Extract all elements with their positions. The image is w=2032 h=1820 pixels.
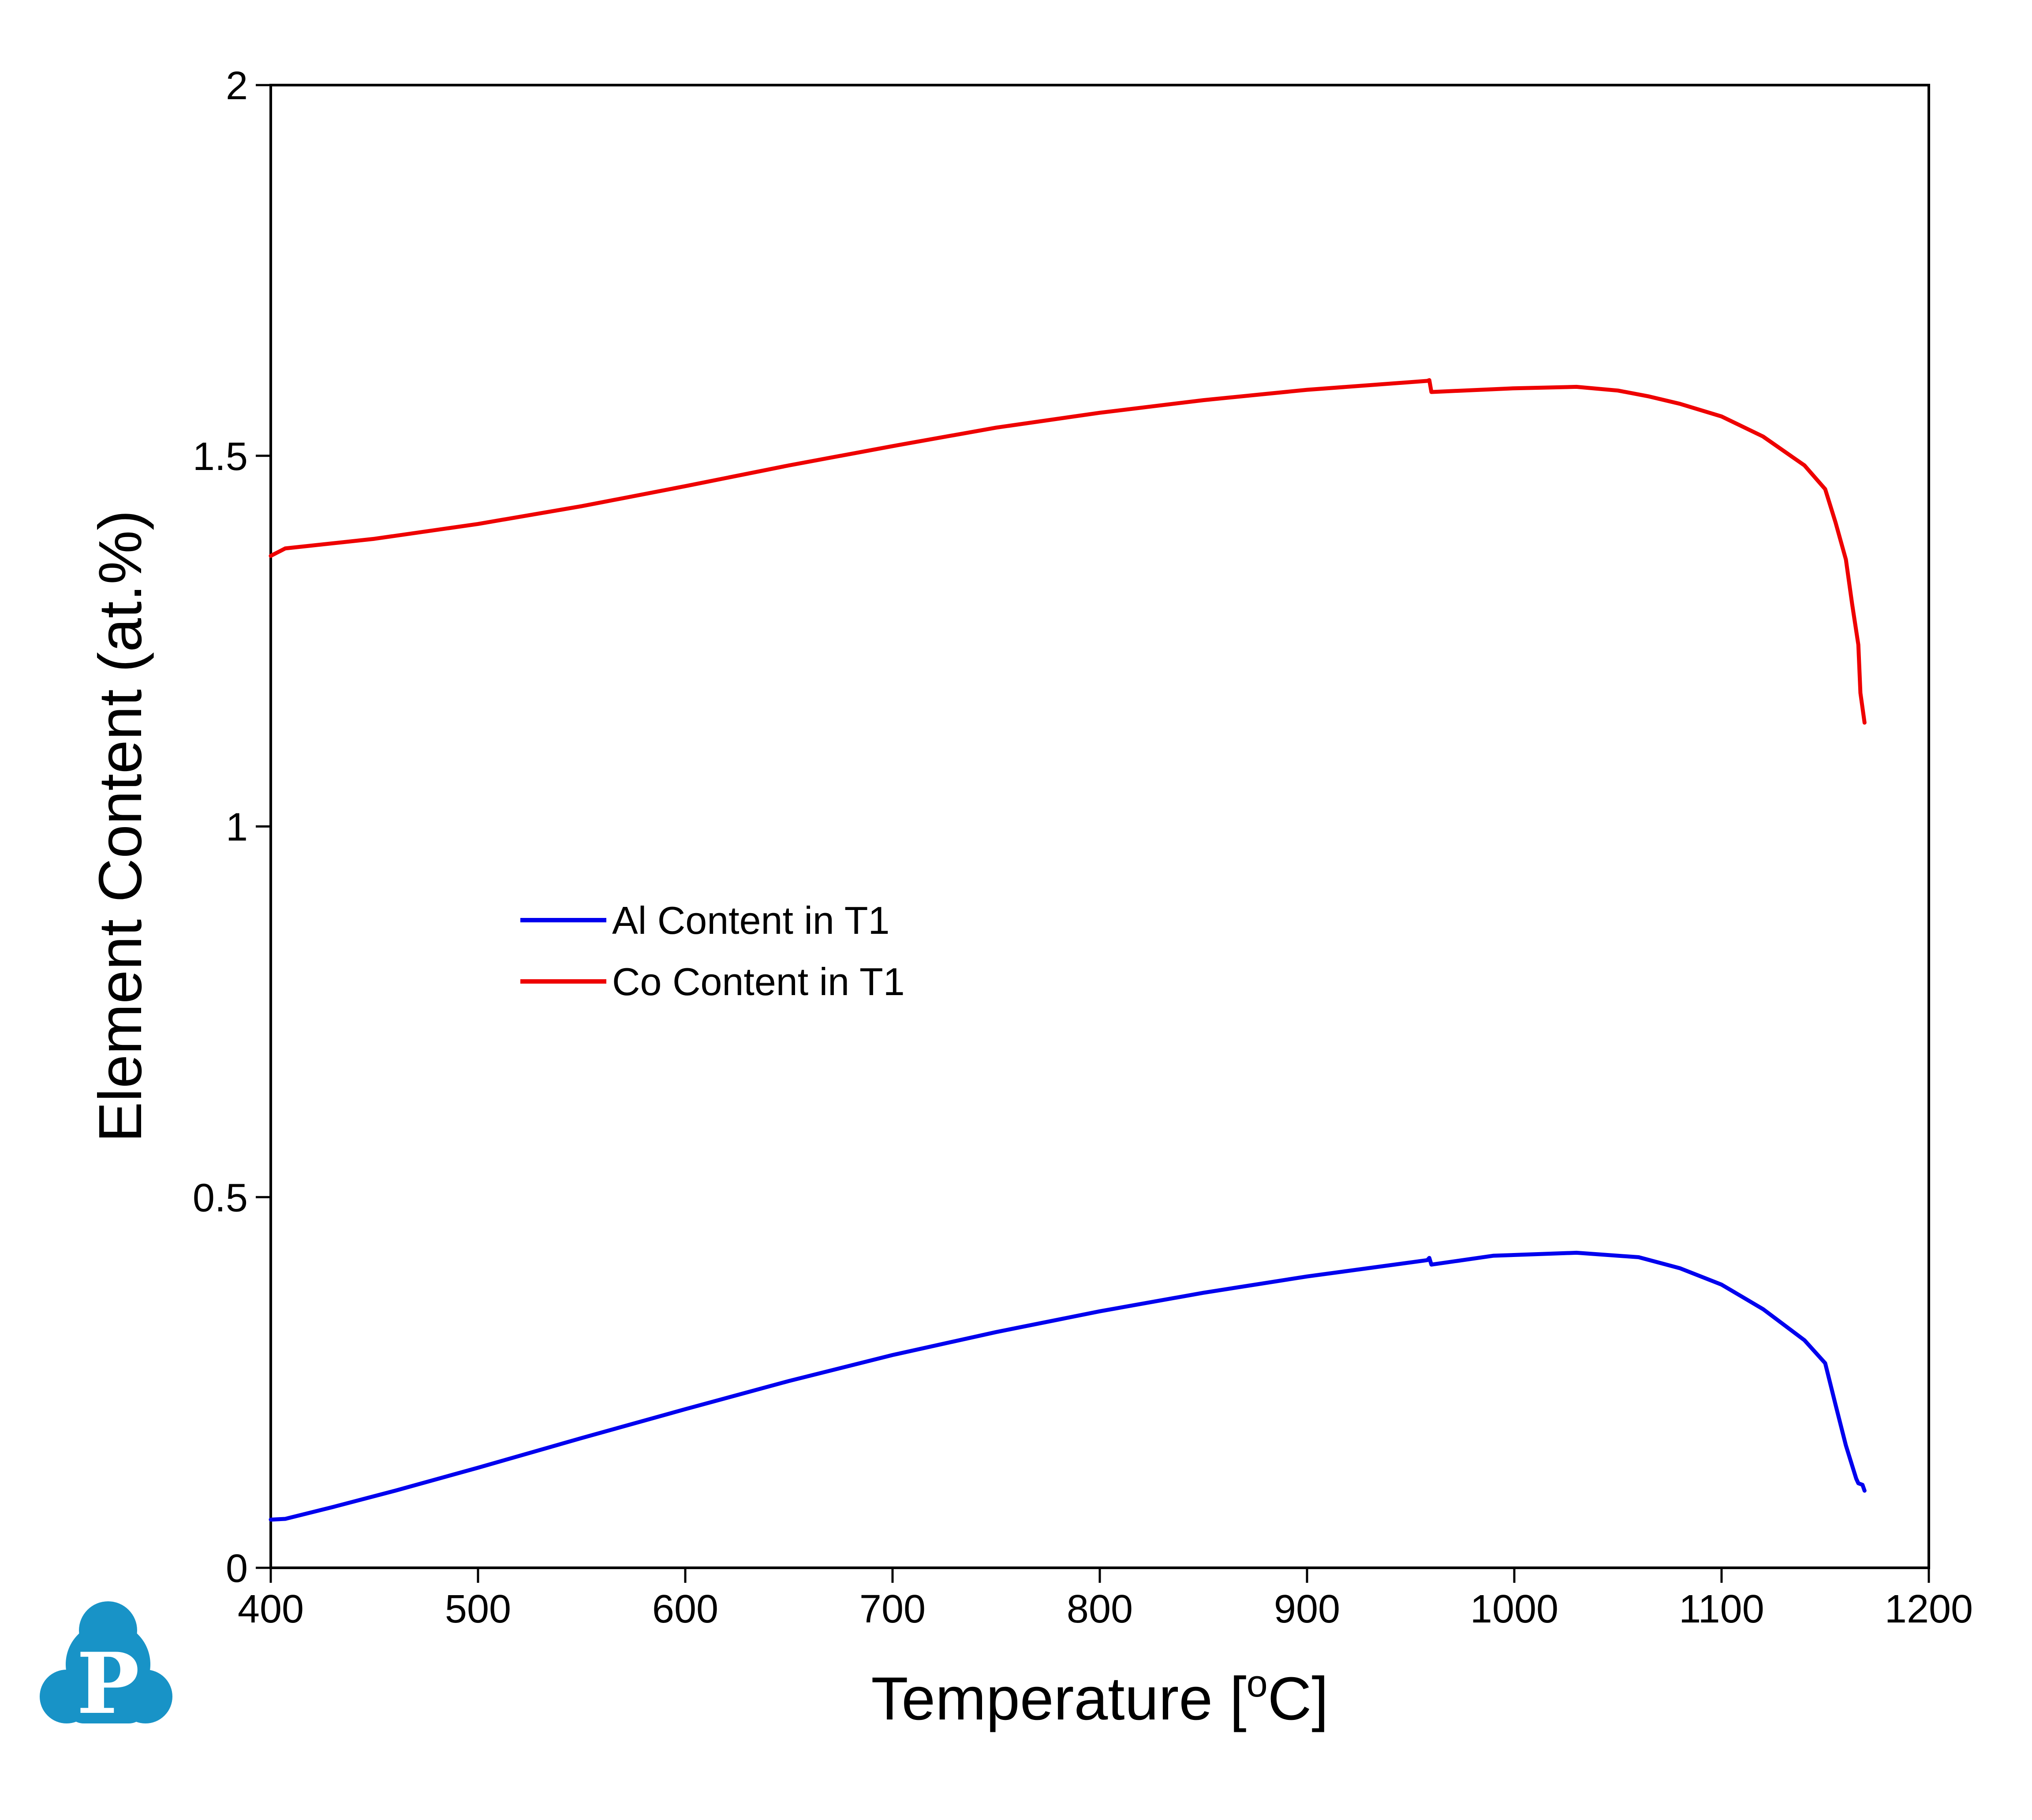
x-axis-title-main: Temperature [: [871, 1665, 1246, 1733]
x-tick-label: 1200: [1885, 1587, 1973, 1631]
x-tick-label: 700: [859, 1587, 926, 1631]
legend-label-co: Co Content in T1: [612, 960, 905, 1003]
series-line-co: [269, 378, 1867, 725]
logo-blob-base: [66, 1675, 146, 1723]
y-tick-label: 1.5: [193, 435, 248, 479]
legend-label-al: Al Content in T1: [612, 899, 889, 942]
x-tick-label: 900: [1274, 1587, 1340, 1631]
x-tick-label: 1000: [1470, 1587, 1558, 1631]
series-line-al: [269, 1250, 1867, 1522]
y-axis-title: Element Content (at.%): [86, 510, 154, 1142]
y-tick-label: 1: [226, 806, 248, 850]
x-tick-label: 600: [652, 1587, 718, 1631]
series-layer: [269, 378, 1867, 1522]
x-tick-label: 800: [1067, 1587, 1133, 1631]
legend: Al Content in T1 Co Content in T1: [520, 899, 905, 1003]
x-tick-label: 400: [238, 1587, 304, 1631]
x-axis-title-unit: C]: [1268, 1665, 1329, 1733]
y-tick-label: 0: [226, 1547, 248, 1591]
x-tick-label: 500: [445, 1587, 511, 1631]
x-tick-label: 1100: [1679, 1587, 1764, 1631]
y-axis-ticks: 0 0.5 1 1.5 2: [193, 64, 271, 1591]
x-axis-title-superscript: o: [1247, 1663, 1268, 1705]
y-tick-label: 2: [226, 64, 248, 108]
x-axis-ticks: 400 500 600 700 800 900 1000 1100 1200: [238, 1568, 1973, 1631]
company-logo: P: [40, 1601, 172, 1733]
y-tick-label: 0.5: [193, 1176, 248, 1220]
logo-letter: P: [77, 1634, 140, 1733]
x-axis-title: Temperature [oC]: [871, 1663, 1328, 1733]
plot-frame: [269, 84, 1930, 1569]
